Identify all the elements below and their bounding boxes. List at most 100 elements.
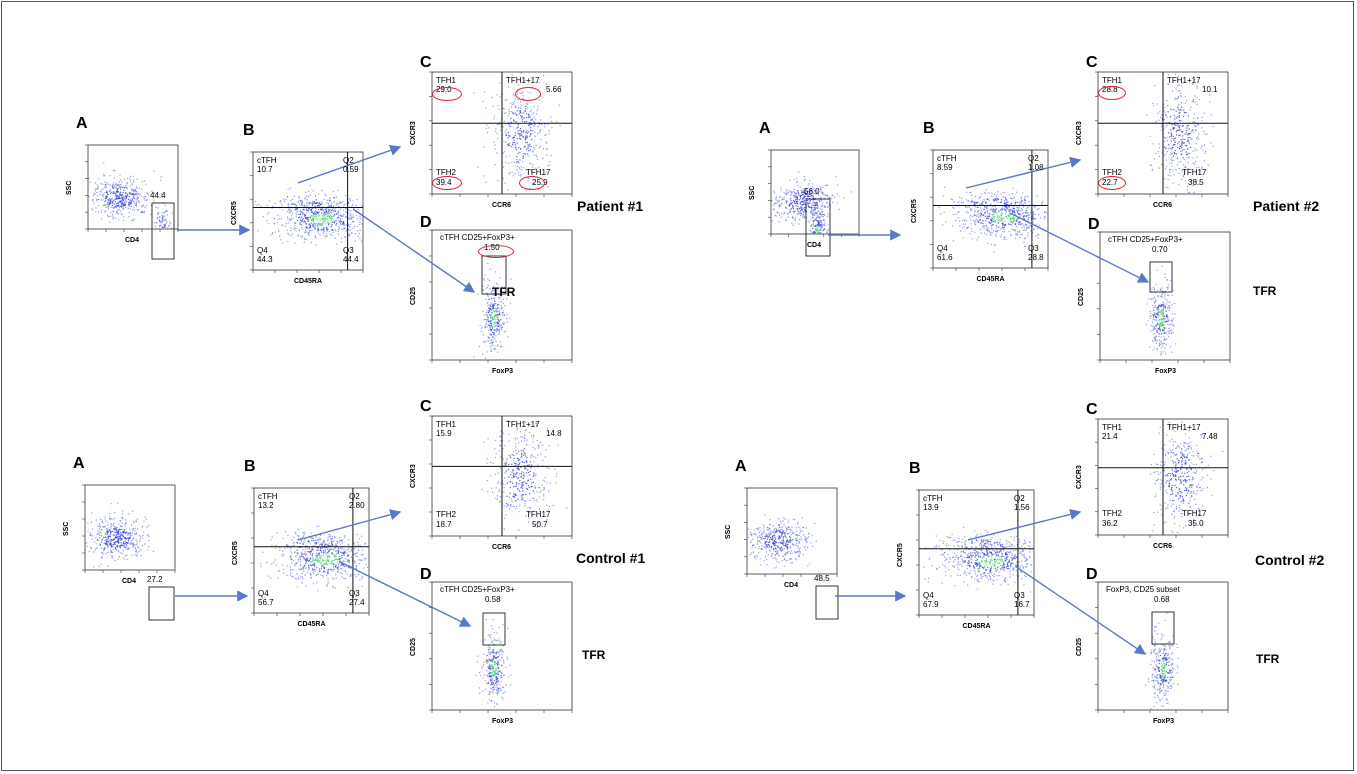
event-dot — [330, 211, 332, 213]
event-dot — [517, 130, 519, 132]
event-dot — [998, 220, 1000, 222]
event-dot — [1176, 134, 1178, 136]
event-dot — [328, 205, 330, 207]
event-dot — [1024, 246, 1026, 248]
event-dot — [360, 559, 363, 561]
event-dot — [107, 201, 109, 203]
event-dot — [106, 528, 108, 530]
event-dot — [485, 287, 487, 289]
event-dot — [1000, 217, 1002, 219]
event-dot — [320, 547, 322, 549]
event-dot — [269, 577, 272, 579]
event-dot — [509, 317, 511, 319]
event-dot — [822, 213, 824, 216]
event-dot — [324, 544, 326, 546]
event-dot — [494, 329, 496, 331]
event-dot — [783, 213, 785, 215]
event-dot — [1160, 325, 1162, 327]
event-dot — [505, 141, 507, 143]
event-dot — [348, 235, 350, 237]
event-dot — [130, 185, 132, 187]
event-dot — [1021, 233, 1023, 235]
event-dot — [122, 205, 124, 207]
event-dot — [1158, 345, 1160, 347]
event-dot — [122, 186, 124, 189]
event-dot — [359, 544, 361, 547]
event-dot — [510, 106, 512, 108]
event-dot — [559, 125, 561, 127]
event-dot — [982, 220, 984, 222]
event-dot — [983, 213, 986, 215]
event-dot — [490, 314, 492, 316]
event-dot — [1153, 341, 1155, 343]
event-dot — [984, 215, 986, 217]
event-dot — [496, 319, 498, 321]
event-dot — [526, 135, 528, 137]
event-dot — [116, 531, 119, 533]
event-dot — [827, 215, 829, 217]
event-dot — [107, 544, 109, 547]
event-dot — [1027, 218, 1029, 221]
event-dot — [339, 227, 341, 229]
event-dot — [987, 227, 990, 229]
event-dot — [112, 534, 115, 536]
event-dot — [485, 323, 487, 325]
event-dot — [504, 182, 506, 184]
event-dot — [513, 103, 515, 105]
event-dot — [338, 205, 340, 207]
event-dot — [1018, 209, 1020, 211]
event-dot — [105, 210, 107, 212]
event-dot — [323, 566, 325, 569]
event-dot — [123, 178, 126, 181]
event-dot — [117, 529, 119, 531]
event-dot — [538, 166, 540, 169]
event-dot — [1180, 161, 1182, 163]
event-dot — [310, 211, 312, 214]
event-dot — [827, 224, 829, 226]
event-dot — [510, 110, 513, 113]
event-dot — [528, 145, 530, 147]
event-dot — [119, 535, 121, 538]
event-dot — [494, 324, 496, 326]
event-dot — [843, 197, 845, 199]
event-dot — [522, 155, 525, 157]
event-dot — [1004, 220, 1006, 223]
event-dot — [285, 222, 287, 225]
event-dot — [1000, 199, 1003, 201]
event-dot — [519, 175, 522, 177]
event-dot — [1180, 92, 1182, 95]
event-dot — [498, 82, 501, 84]
event-dot — [111, 202, 114, 204]
event-dot — [955, 219, 957, 222]
event-dot — [354, 240, 356, 242]
event-dot — [813, 206, 815, 208]
event-dot — [794, 219, 797, 222]
event-dot — [495, 340, 497, 343]
event-dot — [322, 560, 324, 562]
event-dot — [1169, 306, 1171, 309]
event-dot — [505, 129, 507, 131]
event-dot — [270, 539, 272, 541]
event-dot — [145, 518, 148, 520]
event-dot — [1169, 346, 1172, 348]
event-dot — [101, 188, 103, 191]
event-dot — [283, 568, 285, 571]
event-dot — [303, 215, 306, 217]
event-dot — [545, 133, 547, 136]
event-dot — [1192, 129, 1194, 131]
event-dot — [336, 553, 338, 555]
event-dot — [342, 222, 344, 224]
event-dot — [315, 539, 317, 542]
event-dot — [1194, 129, 1197, 131]
event-dot — [328, 230, 331, 233]
event-dot — [483, 441, 485, 443]
event-dot — [121, 213, 123, 216]
event-dot — [124, 519, 127, 521]
event-dot — [315, 554, 317, 557]
event-dot — [955, 213, 957, 216]
event-dot — [301, 555, 303, 557]
event-dot — [973, 221, 976, 223]
event-dot — [102, 552, 104, 554]
event-dot — [850, 191, 852, 193]
event-dot — [1150, 312, 1152, 315]
